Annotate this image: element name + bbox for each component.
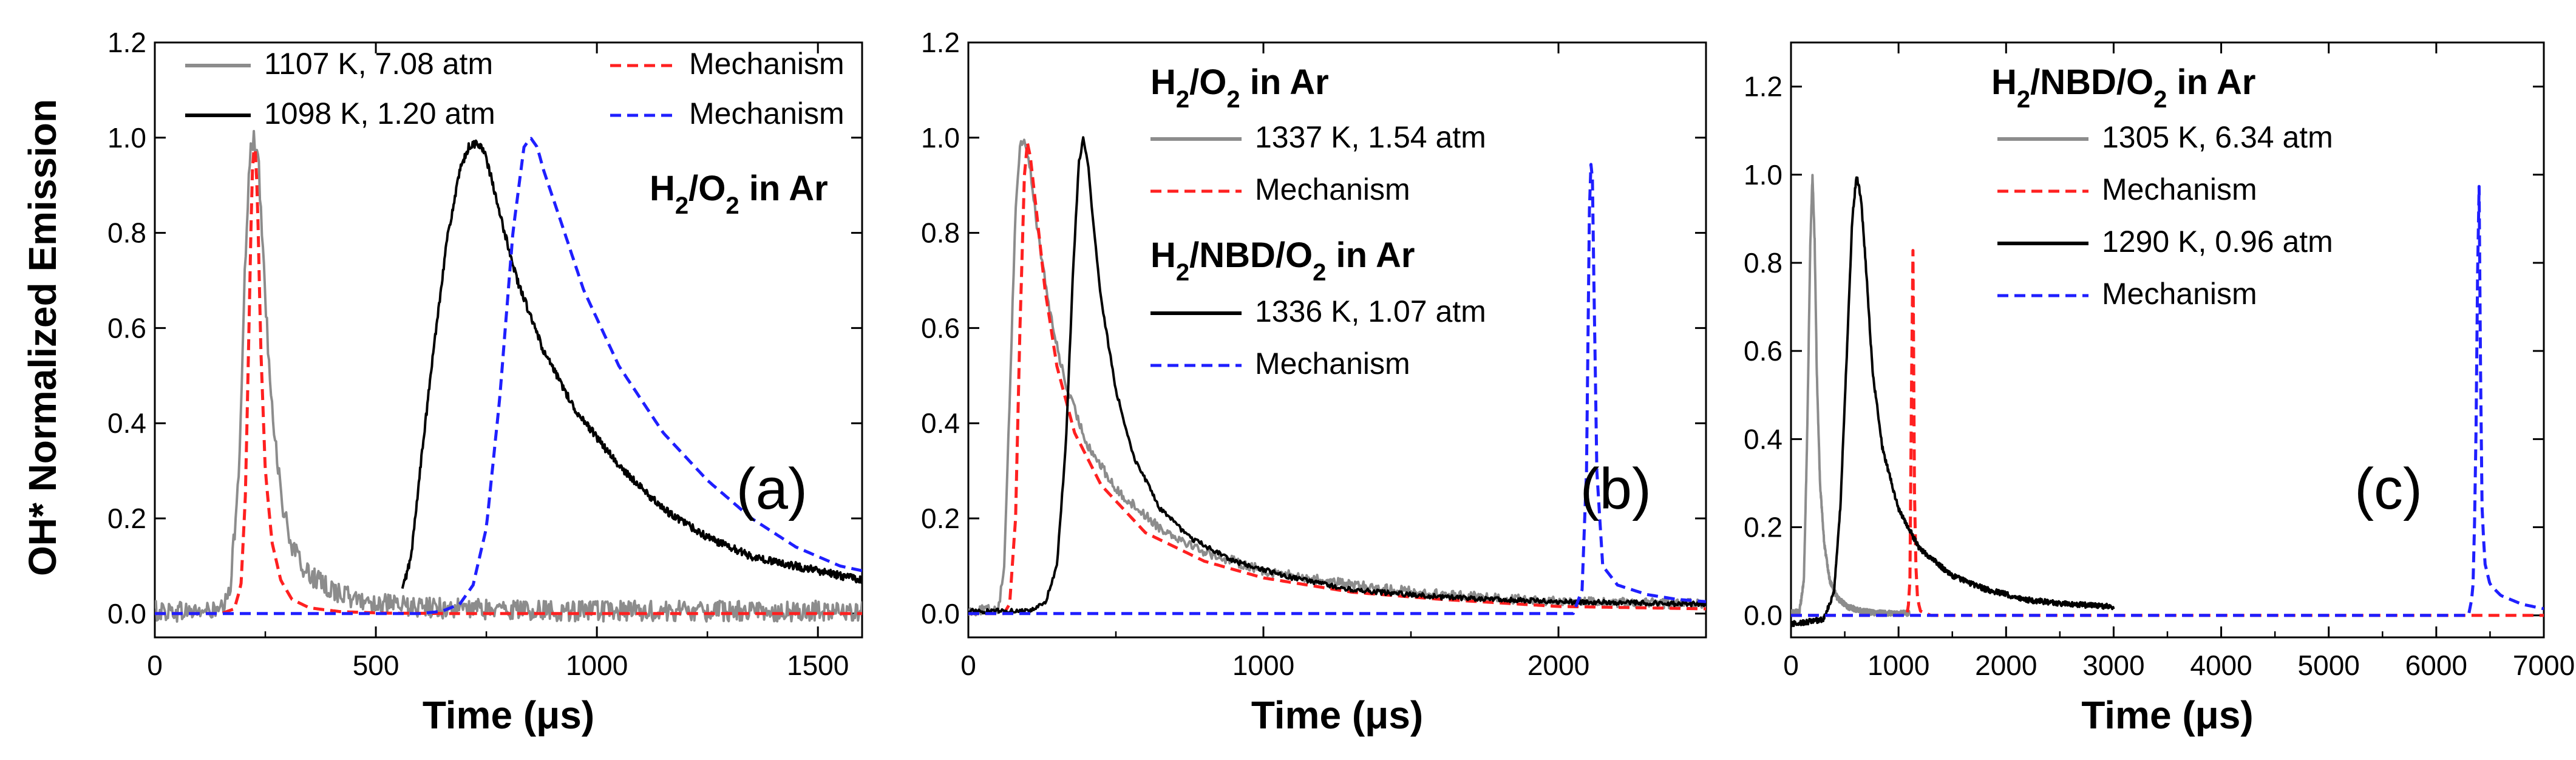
x-axis-title: Time (μs) [2081,693,2253,737]
x-axis-title: Time (μs) [423,693,594,737]
annotation-title-part: 2 [1313,259,1326,286]
series-line-black [401,139,862,589]
annotation-title-part: H [1991,63,2017,102]
legend-label: Mechanism [1255,172,1410,206]
x-tick-label: 0 [1783,650,1799,681]
x-tick-label: 500 [353,650,399,681]
y-tick-label: 0.4 [921,407,960,439]
y-tick-label: 0.2 [1744,512,1782,543]
series-line-red [155,148,862,616]
x-tick-label: 2000 [1528,650,1589,681]
series-line-gray [1791,174,1911,617]
y-tick-label: 1.2 [1744,71,1782,103]
annotation-title-part: H [650,169,675,208]
annotation-title-part: H [1150,63,1176,102]
x-tick-label: 0 [147,650,163,681]
annotation-title-part: 2 [1176,259,1189,286]
annotation-title-part: 2 [726,192,739,219]
series-line-black [968,136,1706,615]
y-tick-label: 1.2 [921,27,960,58]
y-tick-label: 1.0 [1744,159,1782,191]
annotation-title-part: 2 [1176,86,1189,113]
panel-label: (b) [1580,456,1651,521]
panel-a: 0 500 1000 1500 0.0 0.2 0.4 0.6 0.8 1.0 1.2 Time (μ… [107,27,863,737]
annotation-title-part: in Ar [1240,63,1329,102]
x-tick-label: 1500 [787,650,849,681]
annotation-title: H2/NBD/O2 in Ar [1991,63,2255,113]
x-tick-label: 3000 [2082,650,2144,681]
panel-label: (a) [736,456,807,521]
y-tick-label: 1.0 [107,122,146,154]
x-axis-title: Time (μs) [1251,693,1423,737]
x-tick-label: 1000 [1232,650,1294,681]
y-tick-label: 0.4 [107,407,146,439]
annotation-title-part: /NBD/O [2030,63,2153,102]
y-tick-label: 0.0 [1744,600,1782,631]
y-tick-label: 0.2 [107,503,146,534]
legend-label: 1107 K, 7.08 atm [264,47,493,81]
y-tick-label: 0.4 [1744,423,1782,455]
series-group [1791,174,2544,628]
panel-b: 0 1000 2000 0.0 0.2 0.4 0.6 0.8 1.0 1.2 Time (μs) 1… [921,27,1707,737]
annotation-title-part: 2 [2017,86,2030,113]
legend-label: 1290 K, 0.96 atm [2102,225,2333,259]
y-tick-label: 0.6 [107,312,146,344]
y-tick-label: 0.0 [921,598,960,629]
x-tick-label: 5000 [2298,650,2360,681]
legend-label: Mechanism [2102,277,2257,311]
panel-label: (c) [2354,456,2422,521]
x-tick-label: 6000 [2405,650,2467,681]
y-tick-label: 0.8 [1744,247,1782,279]
series-group [155,130,862,623]
y-tick-label: 0.8 [921,217,960,249]
series-line-red [968,141,1706,616]
legend-label: 1305 K, 6.34 atm [2102,120,2333,154]
plot-frame [967,41,1707,639]
annotation-title-part: 2 [675,192,688,219]
panel-c: 0 1000 2000 3000 4000 5000 6000 7000 0.0 0.2 0.4 0.… [1744,41,2575,737]
x-tick-label: 1000 [566,650,628,681]
series-line-black [1791,176,2115,628]
legend-label: Mechanism [689,47,845,81]
annotation-title-part: /O [1189,63,1226,102]
y-tick-label: 1.0 [921,122,960,154]
annotation-title-part: /O [688,169,726,208]
y-axis-title: OH* Normalized Emission [21,99,64,576]
x-tick-label: 2000 [1975,650,2037,681]
annotation-title-part: in Ar [739,169,828,208]
series-line-blue [1791,185,2544,617]
series-group [968,136,1706,617]
y-tick-label: 0.0 [107,598,146,629]
annotation-title-part: 2 [1226,86,1240,113]
legend-label: Mechanism [2102,172,2257,206]
annotation-title-part: /NBD/O [1189,236,1313,275]
y-tick-label: 0.6 [1744,335,1782,367]
legend-label: Mechanism [689,97,845,131]
legend-label: 1337 K, 1.54 atm [1255,120,1486,154]
annotation-title-part: in Ar [1326,236,1415,275]
legend-label: Mechanism [1255,347,1410,381]
y-tick-label: 0.6 [921,312,960,344]
series-line-blue [968,163,1706,616]
annotation-title-part: 2 [2153,86,2167,113]
y-tick-label: 0.2 [921,503,960,534]
y-tick-label: 1.2 [107,27,146,58]
annotation-title: H2/O2 in Ar [650,169,828,219]
annotation-title-part: in Ar [2167,63,2255,102]
annotation-title: H2/NBD/O2 in Ar [1150,236,1415,286]
annotation-title-part: H [1150,236,1176,275]
annotation-title: H2/O2 in Ar [1150,63,1329,113]
x-tick-label: 7000 [2513,650,2575,681]
y-tick-label: 0.8 [107,217,146,249]
x-tick-label: 1000 [1867,650,1929,681]
x-tick-label: 0 [960,650,976,681]
legend-label: 1336 K, 1.07 atm [1255,294,1486,328]
legend-label: 1098 K, 1.20 atm [264,97,495,131]
x-tick-label: 4000 [2190,650,2252,681]
plot-frame [154,41,863,639]
